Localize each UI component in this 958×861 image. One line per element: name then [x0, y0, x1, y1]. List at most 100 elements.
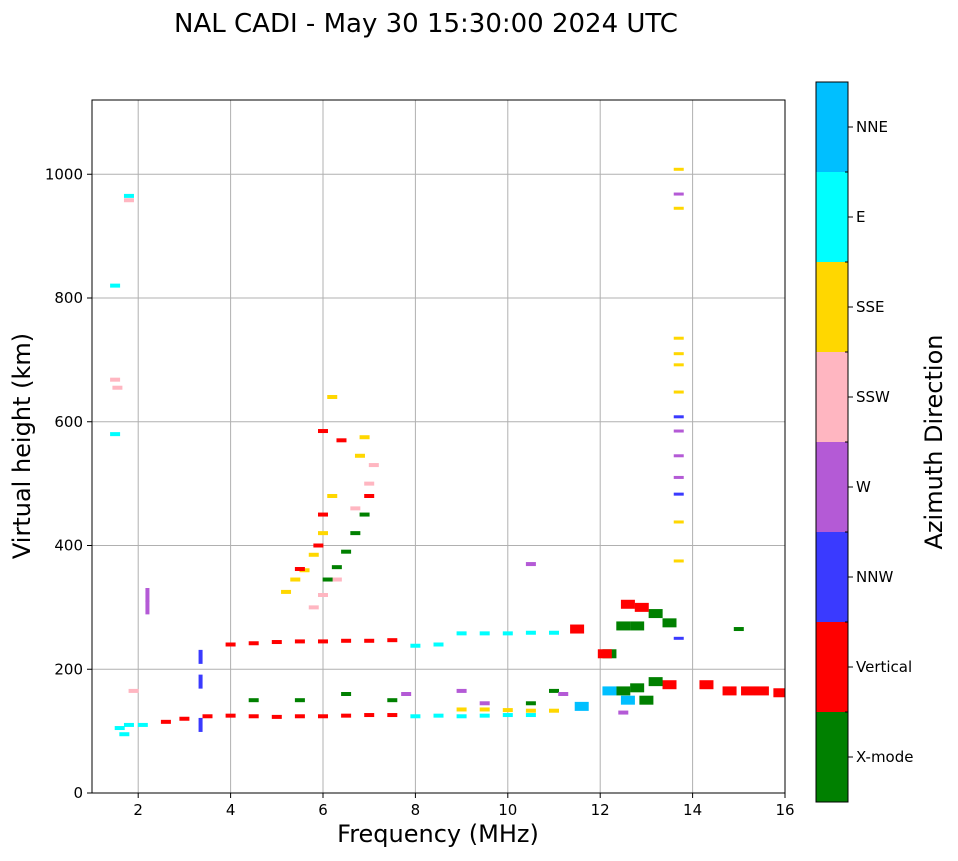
data-point-vertical	[313, 543, 324, 548]
data-point-vertical	[294, 567, 305, 572]
data-point-w	[401, 692, 412, 696]
data-point-x-mode	[341, 692, 352, 696]
x-tick-label: 4	[226, 801, 236, 819]
data-point-vertical	[364, 494, 375, 498]
data-point-w	[558, 692, 569, 696]
x-tick-label: 6	[318, 801, 328, 819]
data-point-e	[114, 726, 125, 731]
data-point-w	[145, 600, 150, 615]
data-point-vertical	[741, 686, 756, 696]
data-point-e	[137, 722, 148, 727]
colorbar-swatch	[816, 82, 848, 172]
data-point-w	[525, 562, 536, 567]
colorbar-tick-label: SSE	[856, 298, 885, 316]
data-point-sse	[456, 707, 467, 712]
data-point-vertical	[225, 713, 236, 718]
data-point-x-mode	[733, 627, 744, 632]
colorbar-label: Azimuth Direction	[920, 335, 948, 550]
colorbar-tick-label: SSW	[856, 388, 890, 406]
data-point-nne	[602, 686, 617, 696]
data-point-sse	[308, 552, 319, 557]
plot-frame	[91, 99, 786, 794]
data-point-vertical	[620, 599, 635, 609]
colorbar-tick-label: E	[856, 208, 865, 226]
colorbar-swatch	[816, 262, 848, 352]
data-point-vertical	[773, 688, 785, 698]
data-point-w	[145, 588, 150, 602]
data-point-sse	[525, 708, 536, 713]
data-point-vertical	[387, 638, 398, 643]
data-point-e	[123, 722, 134, 727]
data-point-x-mode	[630, 683, 645, 693]
data-point-x-mode	[616, 686, 631, 696]
data-point-ssw	[364, 481, 375, 486]
data-point-ssw	[123, 198, 134, 203]
data-point-sse	[502, 708, 513, 713]
data-point-vertical	[364, 713, 375, 718]
data-point-sse	[673, 167, 684, 171]
y-tick-label: 200	[54, 660, 83, 678]
colorbar-tick-label: Vertical	[856, 658, 912, 676]
y-tick-label: 800	[54, 289, 83, 307]
data-point-vertical	[179, 716, 190, 721]
data-point-sse	[354, 453, 365, 458]
data-point-vertical	[318, 512, 328, 517]
data-point-vertical	[202, 714, 213, 719]
data-point-vertical	[597, 649, 612, 659]
data-point-vertical	[662, 680, 677, 690]
data-point-ssw	[128, 688, 139, 693]
data-point-ssw	[112, 385, 123, 390]
data-point-vertical	[699, 680, 714, 690]
data-point-e	[502, 631, 513, 636]
x-tick-label: 14	[683, 801, 702, 819]
data-point-sse	[479, 707, 490, 712]
data-point-w	[673, 192, 684, 196]
data-point-e	[119, 732, 130, 737]
data-point-vertical	[318, 639, 328, 644]
data-point-nnw	[673, 636, 684, 640]
data-point-x-mode	[616, 621, 631, 631]
data-point-vertical	[225, 642, 236, 647]
data-point-vertical	[387, 713, 398, 718]
data-point-sse	[549, 708, 559, 713]
data-point-sse	[281, 589, 292, 594]
chart-title: NAL CADI - May 30 15:30:00 2024 UTC	[174, 9, 678, 39]
data-point-vertical	[341, 638, 352, 643]
data-point-sse	[673, 520, 684, 524]
data-point-sse	[673, 363, 684, 367]
data-point-e	[110, 432, 121, 437]
data-point-vertical	[160, 719, 171, 724]
y-tick-label: 0	[73, 784, 83, 802]
data-point-ssw	[318, 593, 328, 597]
data-point-sse	[673, 336, 684, 340]
data-point-sse	[290, 577, 301, 582]
data-point-nne	[574, 701, 589, 711]
data-point-ssw	[110, 377, 121, 382]
data-point-ssw	[331, 577, 342, 582]
data-point-vertical	[364, 638, 375, 643]
data-point-vertical	[634, 602, 649, 612]
data-point-nnw	[673, 415, 684, 419]
data-point-x-mode	[639, 695, 654, 705]
data-point-sse	[327, 494, 338, 498]
data-point-x-mode	[648, 677, 663, 687]
colorbar-swatch	[816, 352, 848, 442]
data-point-x-mode	[387, 698, 398, 703]
data-point-e	[456, 631, 467, 636]
data-point-w	[479, 701, 490, 706]
colorbar-swatch	[816, 442, 848, 532]
data-point-w	[673, 475, 684, 479]
data-point-ssw	[308, 605, 319, 610]
data-point-e	[549, 630, 559, 635]
data-point-e	[410, 643, 421, 648]
data-point-x-mode	[322, 577, 333, 582]
data-point-vertical	[271, 714, 282, 719]
colorbar-tick-label: NNE	[856, 118, 888, 136]
data-point-e	[456, 714, 467, 719]
data-point-nne	[620, 695, 635, 705]
y-tick-label: 1000	[45, 165, 83, 183]
data-point-e	[110, 283, 121, 288]
colorbar: X-mode Vertical NNW W SSW SSE E NNE	[815, 81, 913, 803]
data-point-nnw	[198, 649, 203, 664]
